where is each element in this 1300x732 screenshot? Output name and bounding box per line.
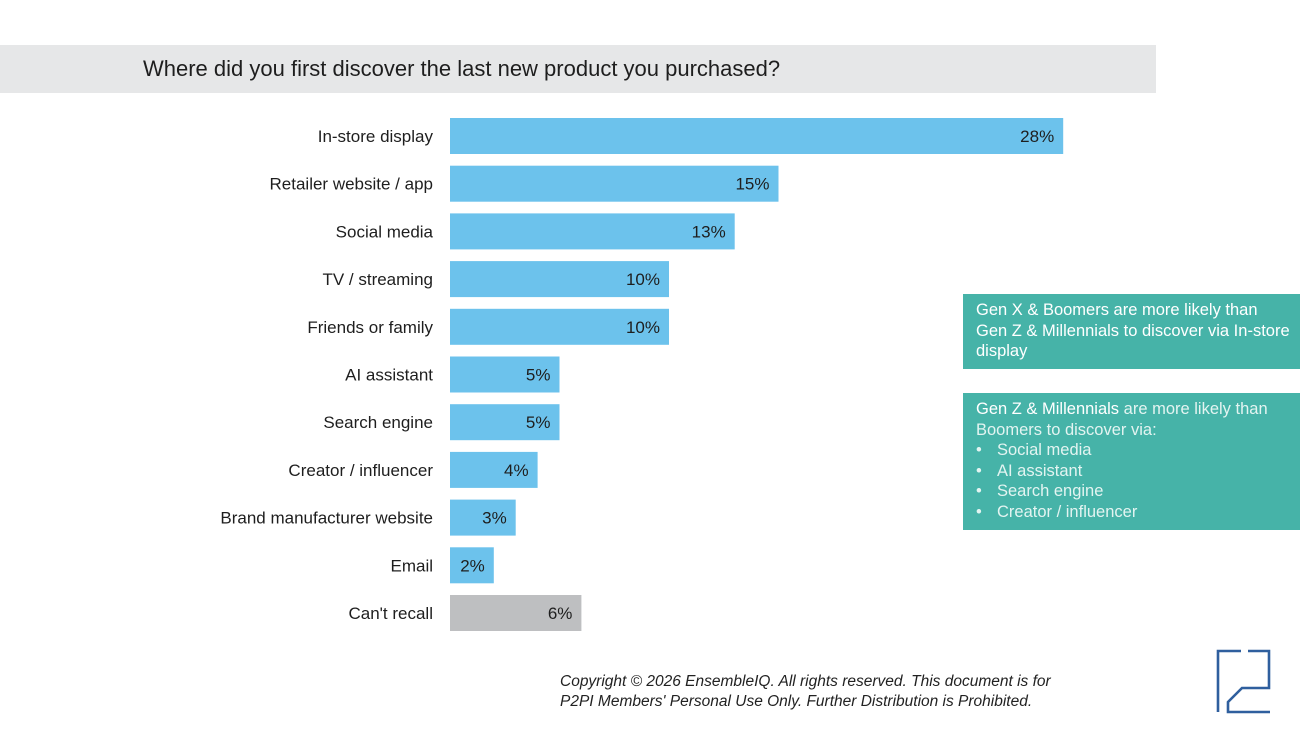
category-label: Creator / influencer bbox=[288, 461, 433, 480]
data-label: 5% bbox=[526, 366, 551, 385]
bar bbox=[450, 499, 516, 536]
data-label: 10% bbox=[626, 270, 660, 289]
category-label: Social media bbox=[336, 222, 434, 241]
callout-list-item: Search engine bbox=[976, 481, 1292, 502]
category-label: Email bbox=[390, 556, 433, 575]
callout-channel-list: Social media AI assistant Search engine … bbox=[976, 440, 1292, 522]
data-label: 28% bbox=[1020, 127, 1054, 146]
bar bbox=[450, 213, 735, 250]
category-label: In-store display bbox=[318, 127, 434, 146]
category-label: Search engine bbox=[323, 413, 433, 432]
callout-lead-bold: Gen Z & Millennials bbox=[976, 400, 1120, 418]
bar bbox=[450, 165, 779, 202]
copyright-line-1: Copyright © 2026 EnsembleIQ. All rights … bbox=[560, 673, 1051, 690]
bar bbox=[450, 404, 560, 441]
chart-title-band: Where did you first discover the last ne… bbox=[0, 45, 1156, 93]
bar bbox=[450, 356, 560, 393]
category-label: AI assistant bbox=[345, 366, 433, 385]
data-label: 3% bbox=[482, 509, 507, 528]
callout-gen-z-millennials-lead: Gen Z & Millennials are more likely than… bbox=[976, 399, 1292, 440]
chart-title: Where did you first discover the last ne… bbox=[143, 56, 781, 81]
callout-gen-z-millennials: Gen Z & Millennials are more likely than… bbox=[963, 393, 1300, 530]
callout-lead-rest: are more likely than Boomers to discover… bbox=[976, 400, 1268, 439]
data-label: 5% bbox=[526, 413, 551, 432]
callout-list-item: AI assistant bbox=[976, 461, 1292, 482]
data-label: 6% bbox=[548, 604, 573, 623]
bar bbox=[450, 451, 538, 488]
data-label: 15% bbox=[735, 175, 769, 194]
data-label: 10% bbox=[626, 318, 660, 337]
callout-gen-x-boomers: Gen X & Boomers are more likely than Gen… bbox=[963, 294, 1300, 369]
callout-list-item: Creator / influencer bbox=[976, 502, 1292, 523]
bar bbox=[450, 118, 1064, 154]
callout-list-item: Social media bbox=[976, 440, 1292, 461]
callout-gen-x-boomers-text: Gen X & Boomers are more likely than Gen… bbox=[976, 301, 1290, 360]
data-label: 13% bbox=[692, 222, 726, 241]
bar bbox=[450, 547, 494, 584]
data-label: 4% bbox=[504, 461, 529, 480]
category-label: TV / streaming bbox=[322, 270, 433, 289]
copyright-notice: Copyright © 2026 EnsembleIQ. All rights … bbox=[560, 672, 1051, 712]
category-label: Retailer website / app bbox=[270, 175, 433, 194]
category-label: Brand manufacturer website bbox=[220, 509, 433, 528]
bar bbox=[450, 595, 582, 631]
bar bbox=[450, 261, 669, 298]
p2pi-logo-icon bbox=[1216, 649, 1271, 714]
copyright-line-2: P2PI Members' Personal Use Only. Further… bbox=[560, 693, 1033, 710]
bar bbox=[450, 308, 669, 345]
category-label: Friends or family bbox=[307, 318, 433, 337]
category-label: Can't recall bbox=[348, 604, 433, 623]
data-label: 2% bbox=[460, 556, 485, 575]
